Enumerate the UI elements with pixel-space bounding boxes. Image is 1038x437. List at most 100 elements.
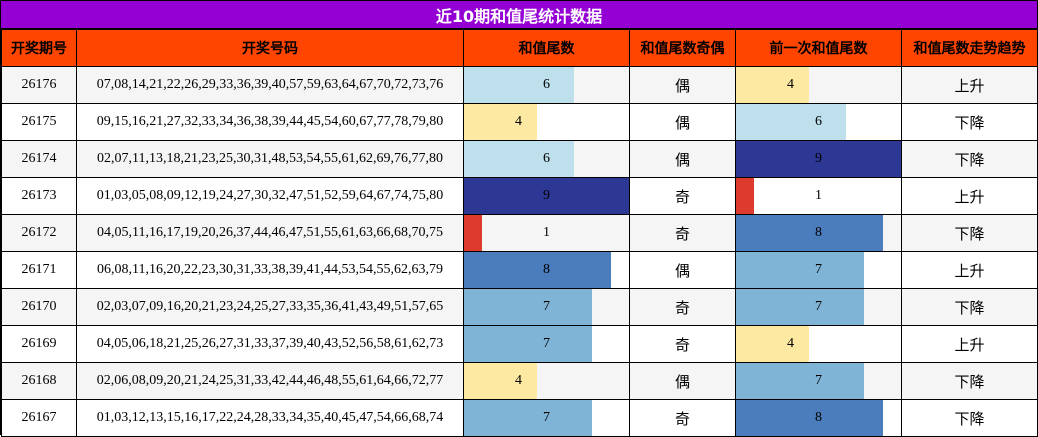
prev-tail-cell: 8 <box>735 214 902 252</box>
tail-cell: 6 <box>463 140 630 178</box>
period-cell: 26169 <box>1 325 77 363</box>
prev-tail-cell: 7 <box>735 288 902 326</box>
trend-cell: 上升 <box>901 177 1038 215</box>
tail-cell-bar <box>464 215 483 251</box>
tail-cell-value: 9 <box>543 188 550 203</box>
tail-cell-value: 7 <box>543 299 550 314</box>
trend-cell: 上升 <box>901 251 1038 289</box>
prev-tail-cell-value: 8 <box>815 410 822 425</box>
header-parity: 和值尾数奇偶 <box>629 29 736 67</box>
tail-cell: 7 <box>463 399 630 437</box>
tail-cell-bar <box>464 363 538 399</box>
prev-tail-cell: 4 <box>735 66 902 104</box>
tail-cell-value: 7 <box>543 336 550 351</box>
numbers-cell: 01,03,05,08,09,12,19,24,27,30,32,47,51,5… <box>76 177 464 215</box>
tail-cell: 7 <box>463 288 630 326</box>
period-cell: 26175 <box>1 103 77 141</box>
header-row: 开奖期号 开奖号码 和值尾数 和值尾数奇偶 前一次和值尾数 和值尾数走势趋势 <box>1 29 1038 67</box>
prev-tail-cell-bar <box>736 363 865 399</box>
prev-tail-cell-value: 7 <box>815 373 822 388</box>
tail-cell-value: 6 <box>543 151 550 166</box>
table-row: 26174 02,07,11,13,18,21,23,25,30,31,48,53… <box>1 140 1038 178</box>
parity-cell: 奇 <box>629 214 736 252</box>
trend-cell: 上升 <box>901 66 1038 104</box>
trend-cell: 下降 <box>901 399 1038 437</box>
header-tail: 和值尾数 <box>463 29 630 67</box>
header-period: 开奖期号 <box>1 29 77 67</box>
prev-tail-cell-bar <box>736 104 846 140</box>
prev-tail-cell-bar <box>736 178 755 214</box>
table-row: 26171 06,08,11,16,20,22,23,30,31,33,38,39… <box>1 251 1038 289</box>
period-cell: 26171 <box>1 251 77 289</box>
tail-cell-value: 6 <box>543 77 550 92</box>
table-row: 26169 04,05,06,18,21,25,26,27,31,33,37,39… <box>1 325 1038 363</box>
trend-cell: 下降 <box>901 140 1038 178</box>
period-cell: 26174 <box>1 140 77 178</box>
header-numbers: 开奖号码 <box>76 29 464 67</box>
header-trend: 和值尾数走势趋势 <box>901 29 1038 67</box>
tail-cell: 8 <box>463 251 630 289</box>
tail-cell-bar <box>464 400 593 436</box>
table-row: 26176 07,08,14,21,22,26,29,33,36,39,40,57… <box>1 66 1038 104</box>
table-row: 26167 01,03,12,13,15,16,17,22,24,28,33,34… <box>1 399 1038 437</box>
tail-cell-bar <box>464 67 574 103</box>
draw-stats-table: 开奖期号 开奖号码 和值尾数 和值尾数奇偶 前一次和值尾数 和值尾数走势趋势 2… <box>1 29 1038 437</box>
parity-cell: 奇 <box>629 399 736 437</box>
prev-tail-cell-bar <box>736 141 901 177</box>
parity-cell: 偶 <box>629 103 736 141</box>
tail-cell: 9 <box>463 177 630 215</box>
prev-tail-cell-value: 4 <box>787 77 794 92</box>
tail-cell-value: 4 <box>515 373 522 388</box>
numbers-cell: 04,05,11,16,17,19,20,26,37,44,46,47,51,5… <box>76 214 464 252</box>
period-cell: 26168 <box>1 362 77 400</box>
parity-cell: 偶 <box>629 140 736 178</box>
table-title: 近10期和值尾统计数据 <box>1 1 1037 29</box>
prev-tail-cell-bar <box>736 326 810 362</box>
table-row: 26175 09,15,16,21,27,32,33,34,36,38,39,44… <box>1 103 1038 141</box>
trend-cell: 下降 <box>901 288 1038 326</box>
prev-tail-cell-bar <box>736 252 865 288</box>
tail-cell: 4 <box>463 103 630 141</box>
tail-cell-bar <box>464 178 629 214</box>
parity-cell: 奇 <box>629 325 736 363</box>
prev-tail-cell-value: 4 <box>787 336 794 351</box>
period-cell: 26173 <box>1 177 77 215</box>
parity-cell: 偶 <box>629 362 736 400</box>
tail-cell: 7 <box>463 325 630 363</box>
tail-cell-bar <box>464 104 538 140</box>
table-row: 26170 02,03,07,09,16,20,21,23,24,25,27,33… <box>1 288 1038 326</box>
prev-tail-cell-value: 6 <box>815 114 822 129</box>
tail-cell-bar <box>464 326 593 362</box>
period-cell: 26172 <box>1 214 77 252</box>
prev-tail-cell-bar <box>736 67 810 103</box>
header-prev-tail: 前一次和值尾数 <box>735 29 902 67</box>
period-cell: 26167 <box>1 399 77 437</box>
numbers-cell: 02,07,11,13,18,21,23,25,30,31,48,53,54,5… <box>76 140 464 178</box>
tail-cell-value: 1 <box>543 225 550 240</box>
prev-tail-cell: 1 <box>735 177 902 215</box>
period-cell: 26170 <box>1 288 77 326</box>
prev-tail-cell-bar <box>736 400 883 436</box>
table-row: 26173 01,03,05,08,09,12,19,24,27,30,32,47… <box>1 177 1038 215</box>
prev-tail-cell: 7 <box>735 251 902 289</box>
prev-tail-cell-value: 7 <box>815 299 822 314</box>
tail-cell-value: 8 <box>543 262 550 277</box>
tail-cell: 1 <box>463 214 630 252</box>
table-row: 26172 04,05,11,16,17,19,20,26,37,44,46,47… <box>1 214 1038 252</box>
prev-tail-cell-value: 1 <box>815 188 822 203</box>
prev-tail-cell-value: 9 <box>815 151 822 166</box>
prev-tail-cell: 4 <box>735 325 902 363</box>
tail-cell: 6 <box>463 66 630 104</box>
prev-tail-cell: 6 <box>735 103 902 141</box>
prev-tail-cell: 8 <box>735 399 902 437</box>
tail-cell-bar <box>464 252 611 288</box>
numbers-cell: 02,06,08,09,20,21,24,25,31,33,42,44,46,4… <box>76 362 464 400</box>
tail-cell-bar <box>464 141 574 177</box>
parity-cell: 偶 <box>629 251 736 289</box>
tail-cell-value: 7 <box>543 410 550 425</box>
numbers-cell: 09,15,16,21,27,32,33,34,36,38,39,44,45,5… <box>76 103 464 141</box>
tail-cell-value: 4 <box>515 114 522 129</box>
prev-tail-cell-value: 7 <box>815 262 822 277</box>
trend-cell: 下降 <box>901 103 1038 141</box>
trend-cell: 上升 <box>901 325 1038 363</box>
